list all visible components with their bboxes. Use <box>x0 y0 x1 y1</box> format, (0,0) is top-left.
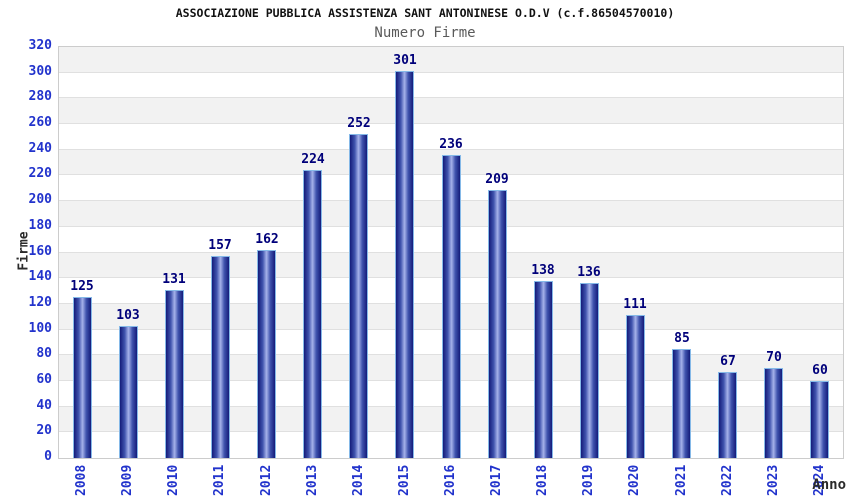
y-tick-label: 260 <box>28 115 52 131</box>
bar-2022 <box>718 372 737 458</box>
grid-band <box>59 124 843 150</box>
bar-value-label: 157 <box>208 238 232 253</box>
bar-2016 <box>442 155 461 458</box>
bars-container: 125 103 131 157 162 224 252 301 236 209 138 136 111 8… <box>59 47 843 458</box>
x-tick-label: 2008 <box>74 464 89 496</box>
bar-2017 <box>488 190 507 458</box>
x-tick-label: 2016 <box>443 464 458 496</box>
y-tick-label: 100 <box>28 320 52 336</box>
y-tick-label: 180 <box>28 217 52 233</box>
bar-value-label: 236 <box>439 137 463 152</box>
y-tick-label: 60 <box>36 371 52 387</box>
x-tick-label: 2010 <box>166 464 181 496</box>
bar-2018 <box>534 281 553 458</box>
bar-2013 <box>303 170 322 458</box>
bar-value-label: 162 <box>255 232 279 247</box>
bar-2009 <box>119 326 138 458</box>
grid-band <box>59 47 843 73</box>
x-tick-label: 2011 <box>212 464 227 496</box>
grid-band <box>59 98 843 125</box>
y-tick-label: 200 <box>28 192 52 208</box>
bar-2008 <box>73 297 92 458</box>
bar-value-label: 224 <box>301 152 325 167</box>
x-axis-title: Anno <box>812 477 846 493</box>
plot-area: 125 103 131 157 162 224 252 301 236 209 138 136 111 8… <box>58 46 844 459</box>
y-tick-label: 40 <box>36 397 52 413</box>
bar-2024 <box>810 381 829 458</box>
y-tick-label: 160 <box>28 243 52 259</box>
x-tick-label: 2015 <box>397 464 412 496</box>
bar-value-label: 209 <box>485 172 509 187</box>
bar-2023 <box>764 368 783 458</box>
chart-subtitle: Numero Firme <box>374 25 476 41</box>
y-tick-label: 220 <box>28 166 52 182</box>
x-tick-label: 2021 <box>674 464 689 496</box>
bar-2019 <box>580 283 599 458</box>
x-tick-label: 2009 <box>120 464 135 496</box>
x-tick-label: 2018 <box>535 464 550 496</box>
bar-value-label: 60 <box>812 363 828 378</box>
bar-value-label: 125 <box>70 279 94 294</box>
bar-2020 <box>626 315 645 458</box>
bar-value-label: 70 <box>766 350 782 365</box>
x-tick-label: 2020 <box>627 464 642 496</box>
bar-value-label: 111 <box>623 297 647 312</box>
y-tick-label: 300 <box>28 63 52 79</box>
x-tick-label: 2014 <box>351 464 366 496</box>
bar-2014 <box>349 134 368 458</box>
bar-value-label: 138 <box>531 263 555 278</box>
bar-2015 <box>395 71 414 458</box>
bar-2010 <box>165 290 184 458</box>
y-tick-label: 120 <box>28 294 52 310</box>
x-tick-label: 2019 <box>581 464 596 496</box>
x-tick-label: 2012 <box>259 464 274 496</box>
bar-value-label: 136 <box>577 265 601 280</box>
x-tick-label: 2013 <box>305 464 320 496</box>
bar-value-label: 252 <box>347 116 371 131</box>
bar-value-label: 103 <box>116 308 140 323</box>
y-tick-label: 80 <box>36 346 52 362</box>
bar-value-label: 301 <box>393 53 417 68</box>
bar-value-label: 85 <box>674 331 690 346</box>
chart-title: ASSOCIAZIONE PUBBLICA ASSISTENZA SANT AN… <box>175 6 675 20</box>
y-tick-label: 320 <box>28 38 52 53</box>
y-tick-label: 280 <box>28 89 52 105</box>
bar-2011 <box>211 256 230 458</box>
x-tick-label: 2017 <box>489 464 504 496</box>
grid-band <box>59 72 843 99</box>
y-tick-label: 20 <box>36 423 52 439</box>
y-tick-label: 0 <box>44 449 52 464</box>
x-tick-label: 2023 <box>766 464 781 496</box>
bar-value-label: 131 <box>162 272 186 287</box>
bar-2012 <box>257 250 276 458</box>
y-tick-label: 140 <box>28 269 52 285</box>
bar-value-label: 67 <box>720 354 736 369</box>
x-tick-label: 2022 <box>720 464 735 496</box>
y-tick-label: 240 <box>28 140 52 156</box>
bar-2021 <box>672 349 691 458</box>
